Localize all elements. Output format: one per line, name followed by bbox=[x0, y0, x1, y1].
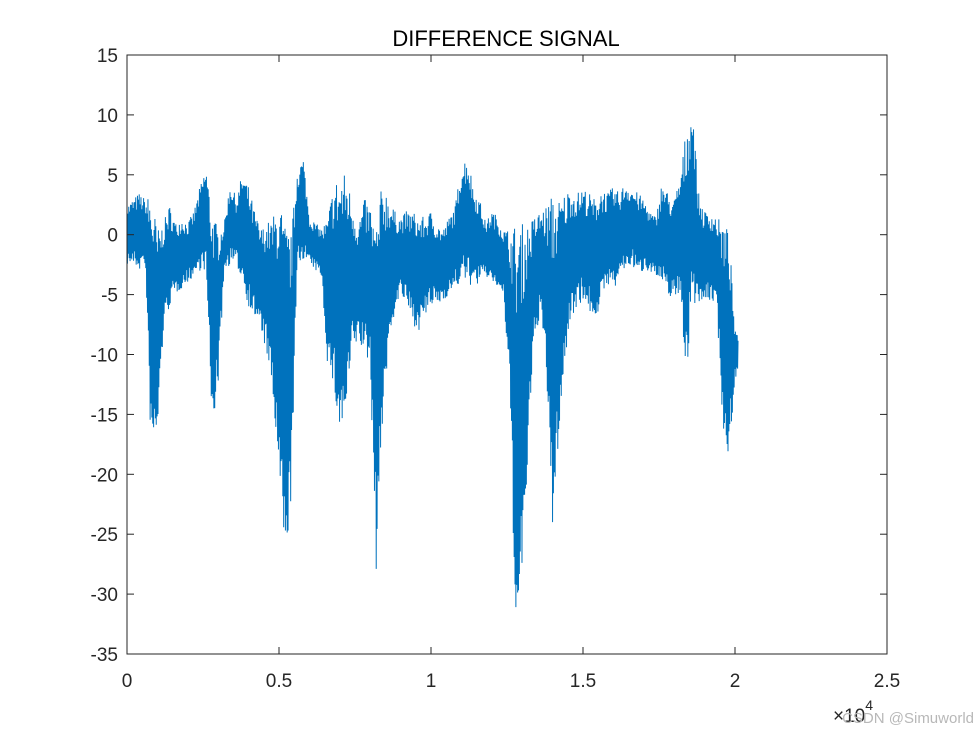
x-axis: 0 0.5 1 1.5 2 2.5 bbox=[122, 55, 900, 692]
y-tick-label: 10 bbox=[97, 106, 118, 127]
y-tick-label: -5 bbox=[101, 286, 118, 307]
x-tick-label: 1 bbox=[426, 671, 437, 692]
plot-series bbox=[127, 127, 739, 608]
y-tick-label: -25 bbox=[91, 525, 118, 546]
x-tick-label: 0 bbox=[122, 671, 133, 692]
x-axis-multiplier: ×104 bbox=[833, 697, 873, 727]
y-tick-label: -35 bbox=[91, 645, 118, 666]
x-tick-label: 0.5 bbox=[266, 671, 292, 692]
x-tick-label: 1.5 bbox=[570, 671, 596, 692]
x-tick-label: 2.5 bbox=[874, 671, 900, 692]
chart-title: DIFFERENCE SIGNAL bbox=[392, 26, 619, 51]
watermark: CSDN @Simuworld bbox=[842, 710, 974, 727]
x-tick-label: 2 bbox=[730, 671, 741, 692]
y-tick-label: -10 bbox=[91, 346, 118, 367]
y-tick-label: -30 bbox=[91, 585, 118, 606]
y-tick-label: 15 bbox=[97, 46, 118, 67]
y-tick-label: -15 bbox=[91, 405, 118, 426]
difference-signal-line bbox=[127, 127, 739, 608]
x-axis-multiplier-exponent: 4 bbox=[865, 697, 873, 713]
y-tick-label: -20 bbox=[91, 465, 118, 486]
y-tick-label: 0 bbox=[107, 226, 118, 247]
y-tick-label: 5 bbox=[107, 166, 118, 187]
plot-frame bbox=[126, 54, 888, 655]
y-axis: 15 10 5 0 -5 -10 -15 -20 -25 -30 -35 bbox=[91, 46, 887, 666]
